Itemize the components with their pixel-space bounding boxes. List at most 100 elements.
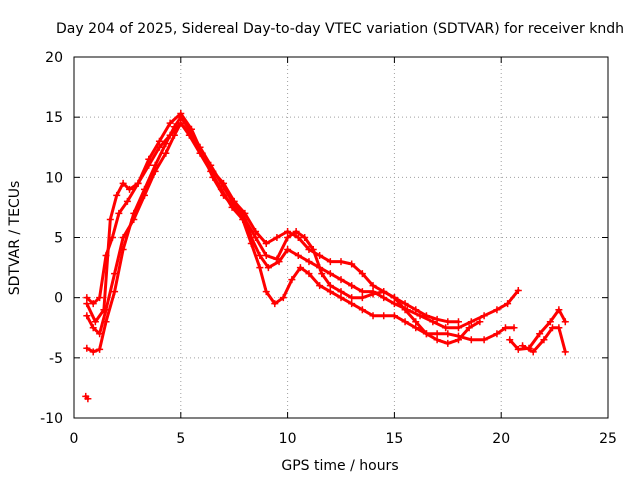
data-point [555, 306, 563, 314]
data-point [454, 324, 462, 332]
data-point [177, 119, 185, 127]
data-point [89, 324, 97, 332]
data-point [273, 255, 281, 263]
data-point [401, 318, 409, 326]
data-point [96, 294, 104, 302]
data-point [209, 173, 217, 181]
data-point [422, 312, 430, 320]
y-tick-label: -10 [40, 411, 63, 427]
series-line [521, 326, 567, 354]
x-tick-label: 5 [176, 431, 185, 447]
data-point [504, 300, 512, 308]
data-point [465, 324, 473, 332]
x-tick-label: 20 [492, 431, 510, 447]
data-point [476, 318, 484, 326]
series-track-6 [506, 306, 569, 353]
data-point [130, 215, 138, 223]
chart-title: Day 204 of 2025, Sidereal Day-to-day VTE… [56, 21, 624, 37]
data-point [123, 197, 131, 205]
data-point [358, 270, 366, 278]
data-point [220, 179, 228, 187]
data-point [454, 336, 462, 344]
series-track-4 [83, 119, 484, 347]
data-point [401, 306, 409, 314]
data-point [422, 330, 430, 338]
data-point [83, 294, 91, 302]
data-point [480, 336, 488, 344]
data-point [401, 300, 409, 308]
data-point [326, 270, 334, 278]
data-point [454, 318, 462, 326]
data-point [561, 318, 569, 326]
data-point [284, 246, 292, 254]
data-point [467, 318, 475, 326]
data-point [444, 330, 452, 338]
data-point [126, 185, 134, 193]
data-point [230, 203, 238, 211]
data-point [501, 324, 509, 332]
data-point [262, 252, 270, 260]
data-point [318, 270, 326, 278]
data-point [241, 215, 249, 223]
data-point [151, 167, 159, 175]
data-point [96, 330, 104, 338]
data-point [83, 300, 91, 308]
data-point [292, 227, 300, 235]
data-point [369, 282, 377, 290]
data-point [247, 240, 255, 248]
data-point [536, 330, 544, 338]
data-point [273, 234, 281, 241]
y-tick-label: 0 [54, 291, 63, 307]
data-series [82, 110, 569, 403]
data-point [271, 300, 279, 308]
data-point [113, 191, 121, 199]
data-point [162, 149, 170, 157]
data-point [493, 330, 501, 338]
data-point [96, 345, 104, 353]
data-point [106, 215, 114, 223]
data-point [256, 252, 264, 260]
data-point [316, 282, 324, 290]
series-track-2 [83, 119, 518, 344]
data-point [301, 234, 309, 241]
data-point [262, 240, 270, 248]
x-tick-label: 25 [599, 431, 617, 447]
data-point [480, 312, 488, 320]
data-point [358, 288, 366, 296]
y-tick-label: 10 [45, 170, 63, 186]
data-point [296, 264, 304, 272]
data-point [326, 282, 334, 290]
data-point [241, 209, 249, 217]
data-point [288, 276, 296, 284]
data-point [433, 330, 441, 338]
x-tick-label: 15 [385, 431, 403, 447]
data-point [444, 339, 452, 347]
data-point [442, 324, 450, 332]
data-point [555, 324, 563, 332]
data-point [264, 264, 272, 272]
series-track-5 [519, 324, 569, 356]
data-point [305, 270, 313, 278]
data-point [510, 324, 518, 332]
data-point [284, 234, 292, 241]
data-point [380, 294, 388, 302]
series-line [85, 112, 460, 324]
data-point [467, 336, 475, 344]
data-point [506, 336, 514, 344]
data-point [100, 306, 108, 314]
data-point [134, 179, 142, 187]
y-tick-label: 20 [45, 50, 63, 66]
data-point [252, 234, 260, 241]
data-point [358, 294, 366, 302]
y-tick-label: -5 [49, 351, 63, 367]
data-point [444, 318, 452, 326]
data-point [348, 260, 356, 268]
data-point [294, 234, 302, 241]
data-point [380, 288, 388, 296]
data-point [348, 300, 356, 308]
data-point [256, 264, 264, 272]
data-point [369, 290, 377, 298]
data-point [166, 119, 174, 127]
data-point [380, 312, 388, 320]
data-point [348, 282, 356, 290]
